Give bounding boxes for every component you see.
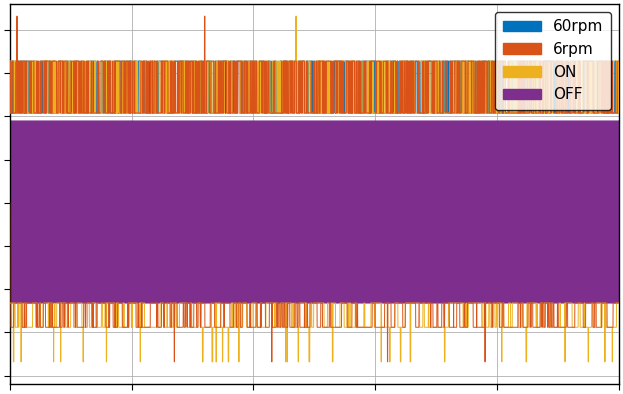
Legend: 60rpm, 6rpm, ON, OFF: 60rpm, 6rpm, ON, OFF bbox=[495, 12, 611, 110]
